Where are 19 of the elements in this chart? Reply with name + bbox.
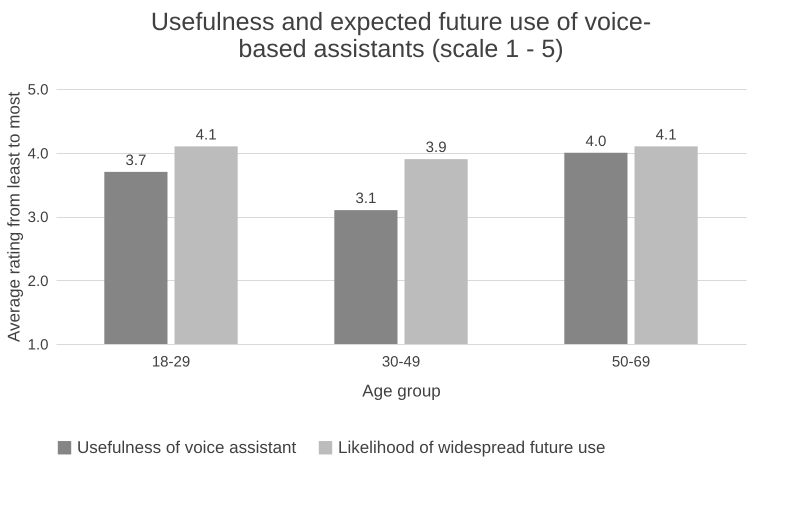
y-tick-label: 4.0 — [28, 145, 48, 162]
y-tick-label: 2.0 — [28, 272, 48, 290]
x-tick-label: 30-49 — [382, 354, 420, 370]
legend-label: Usefulness of voice assistant — [77, 438, 296, 457]
y-tick-label: 3.0 — [28, 209, 48, 226]
data-label: 3.9 — [426, 139, 447, 156]
x-axis-title: Age group — [362, 382, 441, 400]
x-tick-label: 18-29 — [152, 354, 190, 370]
y-tick-label: 1.0 — [28, 336, 48, 354]
y-tick-label: 5.0 — [28, 82, 48, 98]
legend-label: Likelihood of widespread future use — [338, 438, 606, 457]
x-tick-label: 50-69 — [612, 354, 650, 370]
data-label: 3.1 — [355, 190, 376, 208]
y-axis-title: Average rating from least to most — [4, 92, 24, 342]
data-label: 4.1 — [656, 126, 677, 144]
data-label: 3.7 — [125, 152, 146, 169]
chart-title: Usefulness and expected future use of voice-based assistants (scale 1 - 5) — [150, 8, 652, 63]
data-label: 4.1 — [196, 126, 217, 144]
data-label: 4.0 — [585, 132, 606, 150]
